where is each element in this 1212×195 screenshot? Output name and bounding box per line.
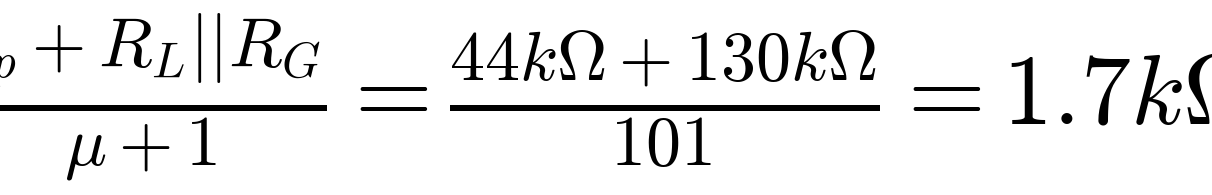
Text: $\frac{r_p + R_L||R_G}{\mu + 1} = \frac{44k\Omega + 130k\Omega}{101} = 1.7k\Omeg: $\frac{r_p + R_L||R_G}{\mu + 1} = \frac{…	[0, 11, 1212, 184]
